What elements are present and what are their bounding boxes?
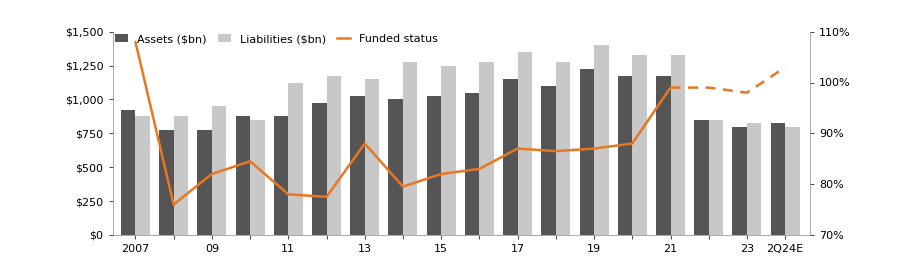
Bar: [236, 116, 250, 235]
Bar: [541, 86, 556, 235]
Bar: [312, 103, 327, 235]
Bar: [250, 120, 265, 235]
Bar: [288, 82, 302, 235]
Bar: [197, 130, 211, 235]
Bar: [694, 120, 708, 235]
Bar: [174, 116, 188, 235]
Bar: [327, 76, 341, 235]
Bar: [364, 79, 379, 235]
Bar: [480, 62, 494, 235]
Bar: [465, 93, 480, 235]
Bar: [135, 116, 150, 235]
Bar: [670, 55, 685, 235]
Bar: [427, 96, 441, 235]
Bar: [656, 76, 670, 235]
Bar: [785, 126, 800, 235]
Bar: [708, 120, 724, 235]
Bar: [274, 116, 288, 235]
Bar: [770, 123, 785, 235]
Bar: [747, 123, 761, 235]
Bar: [733, 126, 747, 235]
Bar: [121, 110, 135, 235]
Bar: [633, 55, 647, 235]
Bar: [556, 62, 571, 235]
Bar: [350, 96, 365, 235]
Bar: [212, 106, 227, 235]
Legend: Assets ($bn), Liabilities ($bn), Funded status: Assets ($bn), Liabilities ($bn), Funded …: [114, 34, 438, 44]
Bar: [441, 65, 455, 235]
Bar: [159, 130, 174, 235]
Bar: [617, 76, 633, 235]
Bar: [403, 62, 418, 235]
Bar: [389, 100, 403, 235]
Bar: [594, 45, 608, 235]
Bar: [518, 52, 532, 235]
Bar: [580, 69, 594, 235]
Bar: [503, 79, 517, 235]
